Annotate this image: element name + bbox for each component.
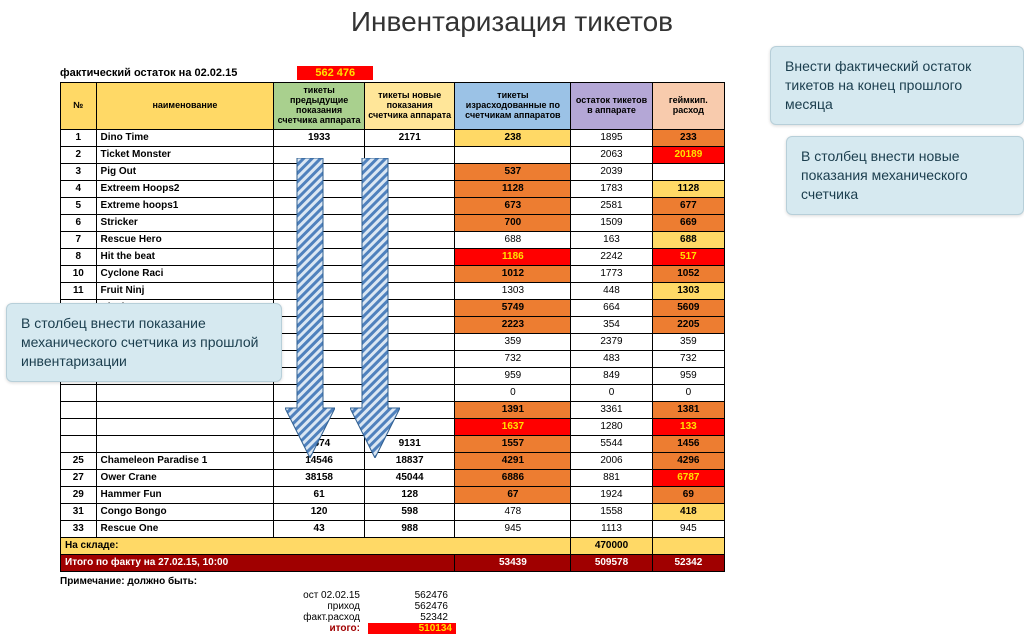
table-row: 139133611381 (61, 401, 725, 418)
notes-title: Примечание: должно быть: (60, 576, 725, 587)
table-row: 29Hammer Fun6112867192469 (61, 486, 725, 503)
notes-block: Примечание: должно быть: ост 02.02.15562… (60, 576, 725, 634)
table-row: 2Ticket Monster206320189 (61, 146, 725, 163)
table-row: 6Stricker7001509669 (61, 214, 725, 231)
table-row: 3Pig Out5372039 (61, 163, 725, 180)
table-row: 27Ower Crane381584504468868816787 (61, 469, 725, 486)
col-prev: тикеты предыдущие показания счетчика апп… (274, 83, 365, 130)
table-row: 8Hit the beat11862242517 (61, 248, 725, 265)
callout-prev-readings: В столбец внести показание механического… (6, 303, 282, 382)
balance-label: фактический остаток на 02.02.15 (60, 67, 237, 79)
table-row: 11Fruit Ninj13034481303 (61, 282, 725, 299)
col-name: наименование (96, 83, 274, 130)
table-row: 25Chameleon Paradise 1145461883742912006… (61, 452, 725, 469)
warehouse-row: На складе:470000 (61, 537, 725, 554)
callout-balance: Внести фактический остаток тикетов на ко… (770, 46, 1024, 125)
col-geim: геймкип. расход (652, 83, 724, 130)
total-row: Итого по факту на 27.02.15, 10:005343950… (61, 554, 725, 571)
table-row: 75749131155755441456 (61, 435, 725, 452)
table-row: 1Dino Time193321712381895233 (61, 129, 725, 146)
table-row: 10Cyclone Raci101217731052 (61, 265, 725, 282)
table-row: 5Extreme hoops16732581677 (61, 197, 725, 214)
col-spent: тикеты израсходованные по счетчикам аппа… (455, 83, 571, 130)
balance-value: 562 476 (297, 66, 373, 80)
col-left: остаток тикетов в аппарате (571, 83, 652, 130)
table-row: 33Rescue One439889451113945 (61, 520, 725, 537)
table-row: 7Rescue Hero688163688 (61, 231, 725, 248)
table-row: 31Congo Bongo1205984781558418 (61, 503, 725, 520)
table-row: 4Extreem Hoops2112817831128 (61, 180, 725, 197)
col-no: № (61, 83, 97, 130)
table-row: 000 (61, 384, 725, 401)
col-new: тикеты новые показания счетчика аппарата (364, 83, 455, 130)
table-row: 16371280133 (61, 418, 725, 435)
page-title: Инвентаризация тикетов (0, 6, 1024, 38)
callout-new-readings: В столбец внести новые показания механич… (786, 136, 1024, 215)
